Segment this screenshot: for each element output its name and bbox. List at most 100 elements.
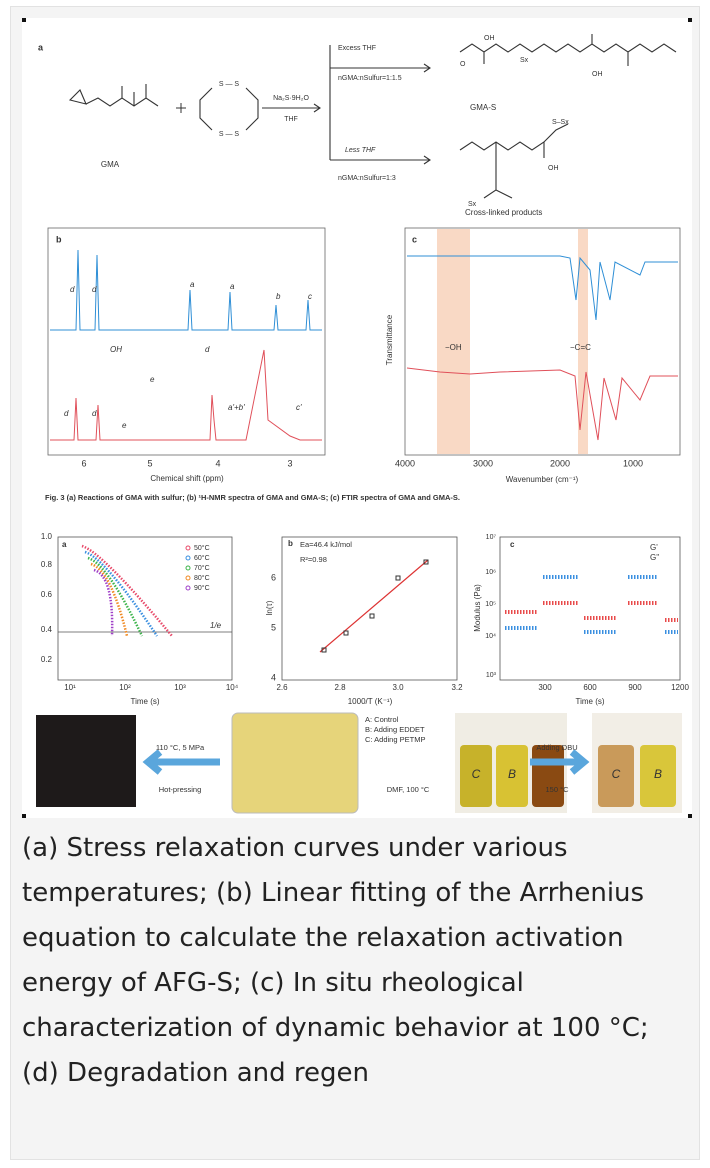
- nmr-gma-trace: [50, 249, 322, 331]
- pressed-film-photo: [36, 715, 136, 807]
- label: B: Adding EDDET: [365, 725, 425, 734]
- label: C: [472, 767, 481, 781]
- label: B: [508, 767, 516, 781]
- label: 1000/T (K⁻¹): [348, 697, 393, 706]
- label: S — S: [219, 131, 240, 138]
- point: [321, 647, 327, 653]
- label: ln(τ): [265, 600, 274, 615]
- ftir-frame: [404, 227, 681, 456]
- label: Sx: [520, 57, 529, 64]
- ftir-gma-trace: [407, 255, 678, 321]
- stress-frame: [57, 536, 233, 681]
- label: Ea=46.4 kJ/mol: [300, 540, 352, 549]
- legend-marker: [185, 555, 191, 561]
- label: nGMA:nSulfur=1:1.5: [338, 75, 402, 82]
- label: d: [70, 285, 75, 294]
- label: 0.8: [41, 560, 53, 569]
- label: a: [230, 282, 235, 291]
- legend-marker: [185, 545, 191, 551]
- label: O: [460, 61, 466, 68]
- vial: [496, 745, 528, 807]
- label: Hot-pressing: [159, 785, 202, 794]
- label: a: [62, 540, 67, 549]
- label: G': [650, 543, 658, 552]
- label: e: [122, 421, 127, 430]
- label: 10³: [174, 683, 186, 692]
- label: Chemical shift (ppm): [150, 474, 224, 483]
- label: THF: [284, 116, 298, 123]
- rheology-frame: [499, 536, 681, 681]
- label: c: [308, 292, 312, 301]
- label: Sx: [468, 201, 477, 208]
- label: Time (s): [130, 697, 159, 706]
- relaxation-curve: [90, 562, 129, 637]
- label: 50°C: [194, 544, 210, 552]
- label: B: [654, 767, 662, 781]
- left-arrow: [142, 749, 220, 775]
- crosslink-structure: [459, 123, 569, 199]
- label: 10⁴: [226, 683, 239, 692]
- label: 10⁶: [485, 569, 496, 576]
- label: 600: [583, 683, 597, 692]
- label: 3.2: [451, 683, 463, 692]
- label: a'+b': [228, 403, 245, 412]
- label: 10²: [119, 683, 131, 692]
- label: Transmittance: [385, 314, 394, 365]
- label: d: [92, 409, 97, 418]
- vial: [460, 745, 492, 807]
- powder-photo: [231, 712, 359, 814]
- label: Modulus (Pa): [473, 584, 482, 632]
- label: −OH: [445, 343, 462, 352]
- label: 1200: [671, 683, 689, 692]
- corner: [22, 18, 26, 22]
- label: Wavenumber (cm⁻¹): [506, 475, 579, 484]
- label: G'': [650, 553, 660, 562]
- label: 3000: [473, 458, 493, 468]
- arrow: [262, 103, 321, 113]
- label: Excess THF: [338, 45, 376, 52]
- label: d: [64, 409, 69, 418]
- label: Time (s): [575, 697, 604, 706]
- label: 1/e: [210, 621, 222, 630]
- label: 900: [628, 683, 642, 692]
- label: 90°C: [194, 584, 210, 592]
- arrhenius-frame: [281, 536, 458, 681]
- label: 80°C: [194, 574, 210, 582]
- label: GMA-S: [470, 103, 496, 112]
- label: d: [92, 285, 97, 294]
- label: 10⁴: [485, 633, 496, 640]
- label: e: [150, 375, 155, 384]
- caption: (a) Stress relaxation curves under vario…: [22, 833, 649, 1088]
- label: OH: [484, 35, 495, 42]
- label: Adding DBU: [536, 743, 577, 752]
- label: 10⁷: [486, 534, 497, 541]
- label: 0.4: [41, 625, 53, 634]
- label: c': [296, 403, 302, 412]
- relaxation-curve: [93, 568, 114, 637]
- label: Cross-linked products: [465, 208, 542, 217]
- label: OH: [110, 345, 122, 354]
- corner: [688, 814, 692, 818]
- label: 4: [271, 672, 276, 682]
- point: [423, 559, 429, 565]
- label: b: [276, 292, 281, 301]
- label: c: [510, 540, 515, 549]
- label: GMA: [101, 160, 120, 169]
- label: 3: [287, 458, 292, 468]
- label: 6: [271, 572, 276, 582]
- label: 10³: [486, 672, 497, 679]
- point: [395, 575, 401, 581]
- label: 4000: [395, 458, 415, 468]
- nmr-frame: [47, 227, 326, 456]
- nmr-gma-s-trace: [50, 349, 322, 441]
- label: b: [288, 539, 293, 548]
- vial: [598, 745, 634, 807]
- cc-band: [578, 229, 588, 454]
- label: 2000: [550, 458, 570, 468]
- oh-band: [437, 229, 470, 454]
- vial: [640, 745, 676, 807]
- label: c: [412, 234, 417, 244]
- point: [343, 630, 349, 636]
- vial: [532, 745, 564, 807]
